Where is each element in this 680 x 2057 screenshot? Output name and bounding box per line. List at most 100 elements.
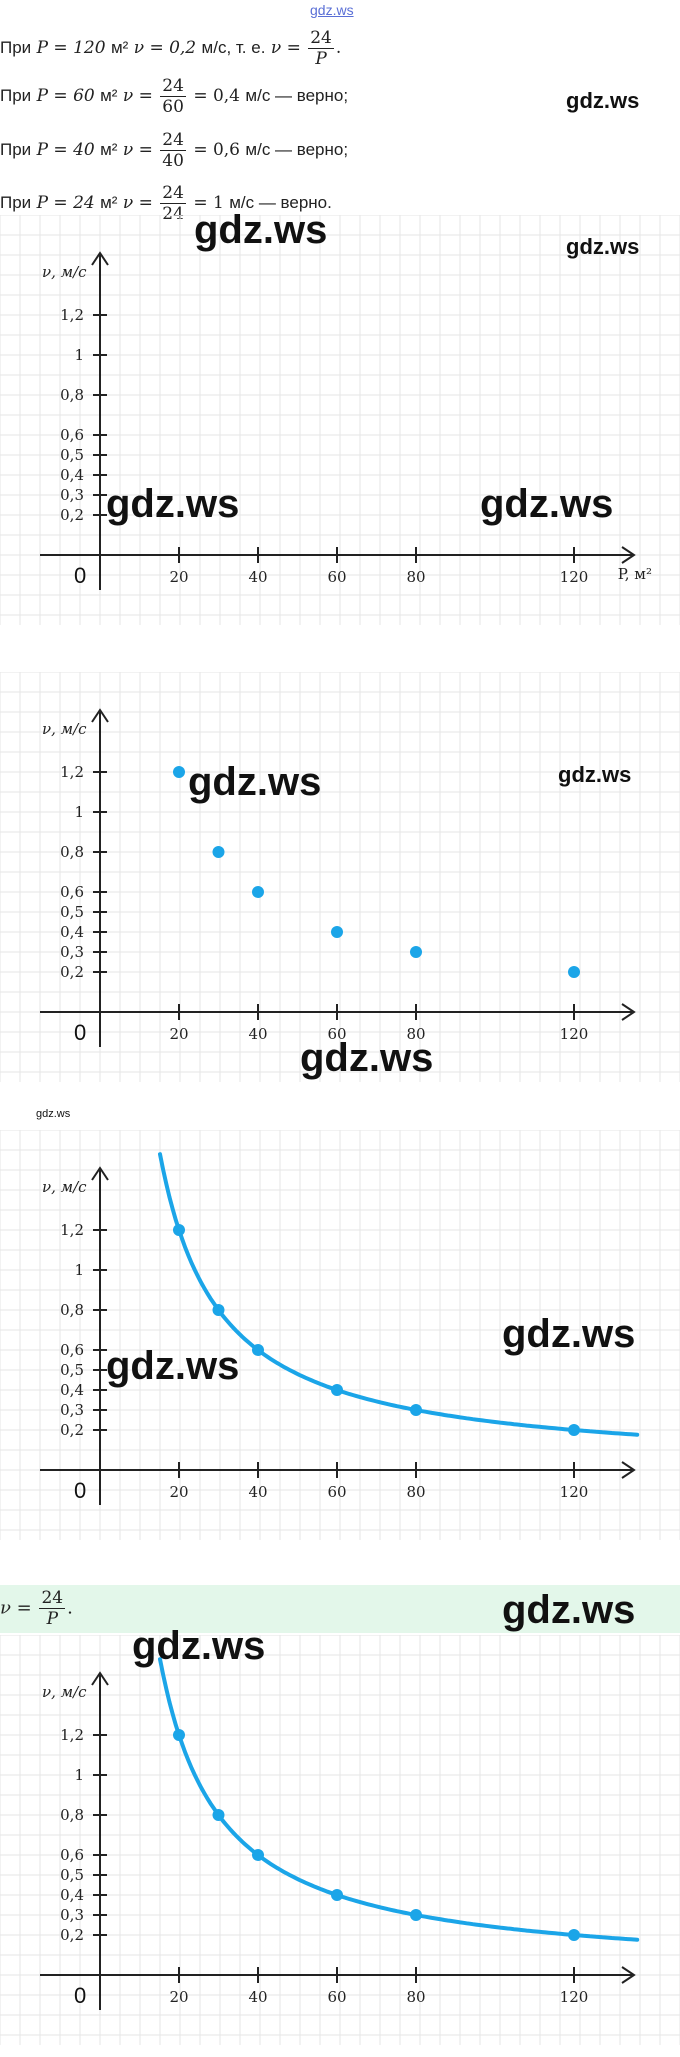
y-tick-label: 0,8: [60, 386, 84, 404]
watermark: gdz.ws: [132, 1624, 266, 1668]
y-tick-label: 1: [74, 1261, 84, 1279]
y-tick-label: 0,6: [60, 426, 84, 444]
y-tick-label: 0,5: [60, 446, 84, 464]
y-tick-label: 1,2: [60, 763, 84, 781]
x-tick-label: 60: [327, 1988, 346, 2006]
chart-points: 0 ν, м/с 20 40 60 80 120 0,2 0,3 0,4 0,5 0,6 0,8 1 1,2: [0, 672, 680, 1092]
y-tick-label: 0,4: [60, 466, 84, 484]
watermark: gdz.ws: [300, 1036, 434, 1080]
origin-label: 0: [74, 1983, 86, 2008]
data-point: [331, 1384, 343, 1396]
y-tick-label: 0,8: [60, 1301, 84, 1319]
chart-curve: 0 ν, м/с 20 40 60 80 120 0,2 0,3 0,4 0,5 0,6 0,8 1 1,2: [0, 1130, 680, 1550]
x-tick-label: 20: [169, 568, 188, 586]
y-tick-label: 0,5: [60, 1866, 84, 1884]
data-point: [173, 1224, 185, 1236]
formula: ν = 24 P.: [0, 1588, 73, 1629]
data-point: [212, 1304, 225, 1316]
x-tick-label: 40: [248, 1483, 267, 1501]
y-tick-label: 0,8: [60, 843, 84, 861]
y-axis-arrow: [91, 708, 109, 723]
data-point: [331, 926, 343, 938]
watermark: gdz.ws: [194, 208, 328, 252]
x-tick-label: 120: [560, 568, 589, 586]
x-axis-arrow: [621, 1461, 636, 1479]
y-axis-label: ν, м/с: [42, 1683, 87, 1701]
x-tick-label: 120: [560, 1025, 589, 1043]
x-tick-label: 80: [406, 1025, 425, 1043]
x-tick-label: 60: [327, 1483, 346, 1501]
x-tick-label: 40: [248, 568, 267, 586]
watermark: gdz.ws: [502, 1312, 636, 1356]
data-point: [252, 1344, 264, 1356]
y-axis-label: ν, м/с: [42, 263, 87, 281]
y-tick-label: 1,2: [60, 1221, 84, 1239]
x-tick-label: 120: [560, 1988, 589, 2006]
data-point: [252, 1849, 264, 1861]
y-axis-arrow: [91, 1166, 109, 1181]
y-tick-label: 1,2: [60, 1726, 84, 1744]
y-tick-label: 0,3: [60, 486, 84, 504]
y-tick-label: 1: [74, 1766, 84, 1784]
y-tick-label: 0,2: [60, 1926, 84, 1944]
text-line-3: При P = 40 м² ν = 24 40 = 0,6 м/с — верно…: [0, 130, 349, 171]
watermark: gdz.ws: [566, 88, 640, 113]
x-axis-arrow: [621, 1003, 636, 1021]
data-point: [173, 1729, 185, 1741]
y-axis-arrow: [91, 1671, 109, 1686]
x-axis-arrow: [621, 1966, 636, 1984]
text-line-1: При P = 120 м² ν = 0,2 м/с, т. е. ν = 24…: [0, 28, 342, 69]
y-tick-label: 0,5: [60, 903, 84, 921]
text-line-2: При P = 60 м² ν = 24 60 = 0,4 м/с — верно…: [0, 76, 349, 117]
y-tick-label: 0,3: [60, 1401, 84, 1419]
watermark: gdz.ws: [566, 234, 640, 259]
y-tick-label: 0,3: [60, 943, 84, 961]
data-point: [410, 1909, 422, 1921]
x-tick-label: 20: [169, 1483, 188, 1501]
data-point: [212, 846, 225, 858]
data-point: [568, 1929, 580, 1941]
y-tick-label: 1: [74, 803, 84, 821]
watermark: gdz.ws: [36, 1108, 71, 1120]
y-tick-label: 0,3: [60, 1906, 84, 1924]
y-tick-label: 1,2: [60, 306, 84, 324]
x-tick-label: 60: [327, 1025, 346, 1043]
origin-label: 0: [74, 1020, 86, 1045]
data-point: [173, 766, 185, 778]
y-axis-label: ν, м/с: [42, 1178, 87, 1196]
data-point: [252, 886, 264, 898]
data-point: [331, 1889, 343, 1901]
origin-label: 0: [74, 1478, 86, 1503]
x-tick-label: 20: [169, 1988, 188, 2006]
x-tick-label: 20: [169, 1025, 188, 1043]
y-tick-label: 0,2: [60, 506, 84, 524]
watermark: gdz.ws: [480, 482, 614, 526]
y-tick-label: 0,6: [60, 1846, 84, 1864]
text-line-4: При P = 24 м² ν = 24 24 = 1 м/с — верно.: [0, 183, 332, 224]
y-tick-label: 0,2: [60, 1421, 84, 1439]
watermark: gdz.ws: [106, 1344, 240, 1388]
watermark-top: gdz.ws: [310, 2, 354, 18]
watermark: gdz.ws: [558, 762, 632, 787]
x-axis-label: P, м²: [618, 565, 652, 583]
x-tick-label: 120: [560, 1483, 589, 1501]
y-tick-label: 0,5: [60, 1361, 84, 1379]
formula-highlight: [0, 1585, 680, 1633]
y-tick-label: 0,4: [60, 923, 84, 941]
y-tick-label: 0,2: [60, 963, 84, 981]
curve-24-over-p: [158, 1657, 640, 1942]
x-axis-arrow: [621, 546, 636, 564]
data-point: [568, 966, 580, 978]
data-point: [410, 946, 422, 958]
chart-empty-axes: 0 ν, м/с 20 40 60 80 120 0,2 0,3 0,4 0,5 0,6 0,8 1 1,2…: [0, 215, 680, 635]
y-tick-label: 0,4: [60, 1886, 84, 1904]
watermark: gdz.ws: [502, 1588, 636, 1632]
origin-label: 0: [74, 563, 86, 588]
chart-final: 0 ν, м/с 20 40 60 80 120 0,2 0,3 0,4 0,5 0,6 0,8 1 1,2: [0, 1635, 680, 2055]
x-tick-label: 80: [406, 1483, 425, 1501]
y-axis-label: ν, м/с: [42, 720, 87, 738]
y-tick-label: 0,6: [60, 1341, 84, 1359]
y-tick-label: 0,6: [60, 883, 84, 901]
data-point: [410, 1404, 422, 1416]
x-tick-label: 40: [248, 1988, 267, 2006]
